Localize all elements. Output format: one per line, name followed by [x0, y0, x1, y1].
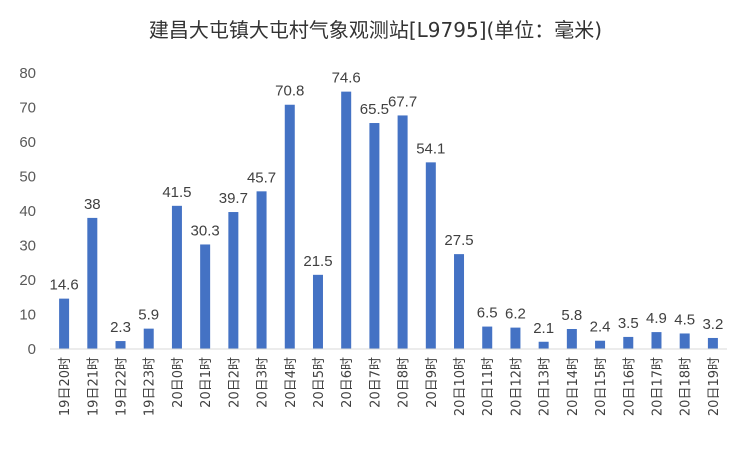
- bar: [566, 328, 577, 349]
- bar: [59, 298, 70, 349]
- bar: [115, 341, 126, 349]
- data-label: 39.7: [219, 190, 248, 207]
- data-labels: 14.6 38 2.3 5.9 41.5 30.3 39.7 45.7 70.8 21.5 74.6…: [50, 70, 724, 337]
- chart-title: 建昌大屯镇大屯村气象观测站[L9795](单位：毫米): [148, 18, 603, 42]
- y-axis: 0 10 20 30 40 50 60 70 80: [19, 65, 36, 358]
- x-tick-label: 20日10时: [453, 357, 468, 416]
- x-tick-label: 20日3时: [256, 357, 271, 408]
- bar: [256, 191, 267, 349]
- x-tick-label: 20日4时: [284, 357, 299, 408]
- data-label: 6.5: [477, 305, 498, 322]
- bar: [312, 274, 323, 349]
- data-label: 27.5: [444, 232, 473, 249]
- x-tick-label: 20日17时: [650, 357, 665, 416]
- bar: [454, 254, 465, 349]
- data-label: 21.5: [303, 253, 332, 270]
- bar: [87, 217, 98, 349]
- x-tick-label: 19日22时: [115, 357, 130, 416]
- data-label: 70.8: [275, 83, 304, 100]
- y-tick-label: 10: [19, 307, 36, 324]
- x-tick-label: 20日18时: [679, 357, 694, 416]
- data-label: 6.2: [505, 306, 526, 323]
- bar: [651, 332, 662, 349]
- x-tick-label: 19日20时: [58, 357, 73, 416]
- x-tick-label: 20日2时: [227, 357, 242, 408]
- x-tick-label: 20日13时: [538, 357, 553, 416]
- y-tick-label: 50: [19, 169, 36, 186]
- x-tick-label: 20日16时: [622, 357, 637, 416]
- data-label: 2.1: [533, 320, 554, 337]
- data-label: 54.1: [416, 140, 445, 157]
- bar: [397, 115, 408, 349]
- data-label: 2.4: [590, 319, 611, 336]
- x-tick-label: 20日12时: [509, 357, 524, 416]
- data-label: 2.3: [110, 319, 131, 336]
- data-label: 3.5: [618, 315, 639, 332]
- bar: [707, 337, 718, 349]
- data-label: 4.9: [646, 310, 667, 327]
- y-tick-label: 70: [19, 100, 36, 117]
- bar: [341, 91, 352, 349]
- data-label: 14.6: [50, 277, 79, 294]
- data-label: 67.7: [388, 93, 417, 110]
- bar: [595, 340, 606, 349]
- bar: [623, 336, 634, 349]
- x-tick-label: 20日1时: [199, 357, 214, 408]
- y-tick-label: 80: [19, 65, 36, 82]
- data-label: 4.5: [674, 311, 695, 328]
- bar: [228, 212, 239, 349]
- y-tick-label: 20: [19, 272, 36, 289]
- bar: [538, 341, 549, 349]
- x-tick-label: 20日14时: [566, 357, 581, 416]
- bar: [510, 327, 521, 349]
- x-tick-label: 20日5时: [312, 357, 327, 408]
- x-tick-label: 20日15时: [594, 357, 609, 416]
- bar: [200, 244, 211, 349]
- y-tick-label: 30: [19, 238, 36, 255]
- bar: [284, 104, 295, 350]
- bar: [679, 333, 690, 349]
- bar: [369, 123, 380, 350]
- x-tick-label: 20日0时: [171, 357, 186, 408]
- data-label: 45.7: [247, 169, 276, 186]
- x-tick-label: 19日21时: [86, 357, 101, 416]
- x-axis: 19日20时 19日21时 19日22时 19日23时 20日0时 20日1时 20日2时 2…: [50, 348, 727, 416]
- data-label: 5.9: [138, 307, 159, 324]
- data-label: 65.5: [360, 101, 389, 118]
- data-label: 5.8: [561, 307, 582, 324]
- data-label: 41.5: [162, 184, 191, 201]
- y-tick-label: 0: [28, 341, 36, 358]
- bar: [425, 162, 436, 349]
- data-label: 30.3: [191, 222, 220, 239]
- x-tick-label: 20日11时: [481, 357, 496, 416]
- data-label: 74.6: [332, 70, 361, 87]
- bar: [143, 328, 154, 349]
- bars: [59, 91, 718, 350]
- x-tick-label: 19日23时: [143, 357, 158, 416]
- bar: [171, 205, 182, 349]
- x-tick-label: 20日19时: [707, 357, 722, 416]
- data-label: 38: [84, 196, 101, 213]
- x-tick-label: 20日8时: [397, 357, 412, 408]
- y-tick-label: 40: [19, 203, 36, 220]
- y-tick-label: 60: [19, 134, 36, 151]
- x-tick-label: 20日9时: [425, 357, 440, 408]
- x-tick-label: 20日7时: [368, 357, 383, 408]
- bar: [482, 326, 493, 349]
- data-label: 3.2: [702, 316, 723, 333]
- x-tick-label: 20日6时: [340, 357, 355, 408]
